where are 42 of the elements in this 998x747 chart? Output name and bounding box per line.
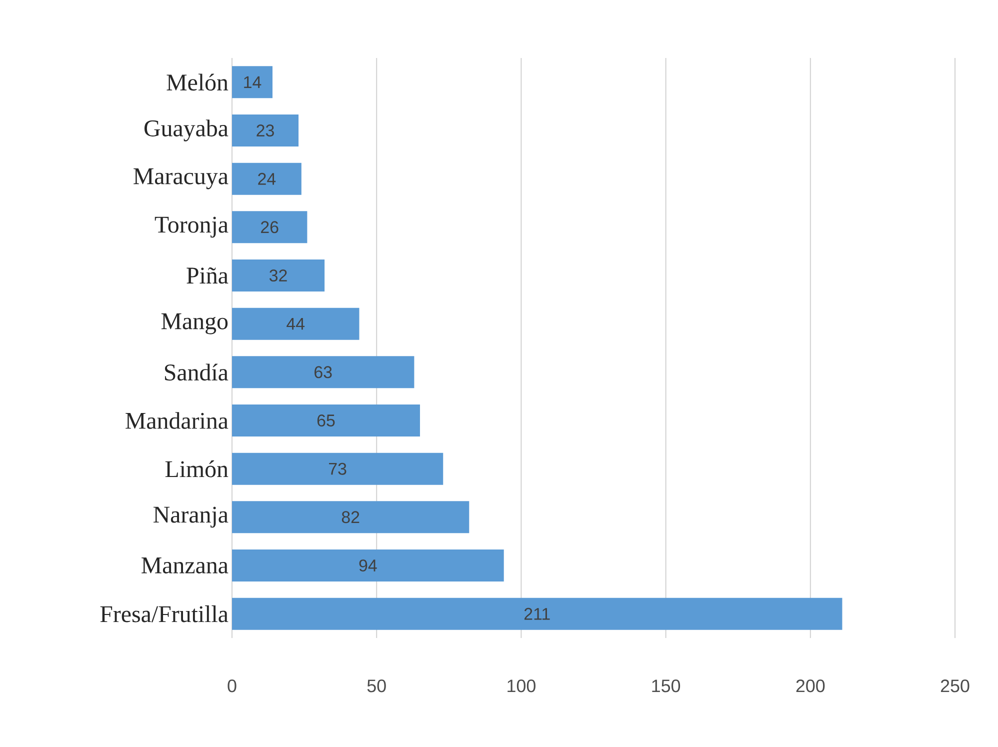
y-tick-label: Fresa/Frutilla — [100, 605, 228, 622]
data-label: 73 — [329, 462, 346, 475]
data-label: 211 — [524, 608, 550, 620]
bar — [232, 211, 308, 244]
bar — [232, 356, 414, 388]
y-tick-label: Mango — [161, 313, 228, 334]
x-tick-label: 250 — [940, 680, 970, 692]
bar — [232, 308, 360, 340]
data-label: 26 — [261, 221, 278, 234]
data-label: 14 — [244, 76, 262, 88]
bar — [232, 501, 470, 534]
y-tick-label: Manzana — [142, 558, 228, 574]
data-label: 24 — [258, 172, 276, 185]
x-tick-label: 200 — [796, 680, 825, 692]
x-tick-label: 0 — [228, 680, 236, 692]
x-tick-label: 100 — [508, 680, 536, 692]
data-label: 32 — [269, 270, 287, 282]
bar — [232, 550, 504, 582]
y-tick-label: Mandarina — [126, 412, 228, 429]
y-tick-label: Toronja — [154, 216, 228, 238]
data-label: 82 — [342, 511, 360, 524]
data-label: 23 — [256, 124, 274, 137]
y-tick-label: Maracuya — [134, 168, 228, 190]
bar — [232, 114, 299, 146]
data-label: 44 — [286, 318, 305, 330]
bar — [232, 452, 444, 485]
bar — [232, 404, 420, 437]
bar — [232, 66, 272, 98]
x-tick-label: 150 — [652, 680, 680, 692]
y-tick-label: Sandía — [165, 364, 228, 381]
bar — [232, 598, 842, 630]
y-tick-label: Piña — [186, 267, 228, 284]
y-tick-label: Guayaba — [144, 120, 228, 142]
y-tick-label: Naranja — [154, 506, 228, 528]
data-label: 63 — [314, 366, 332, 378]
y-tick-label: Melón — [166, 74, 228, 91]
data-label: 94 — [359, 560, 377, 572]
bar — [232, 162, 302, 195]
data-label: 65 — [317, 414, 335, 427]
x-tick-label: 50 — [367, 680, 386, 692]
bar — [232, 260, 325, 292]
y-tick-label: Limón — [165, 460, 228, 478]
